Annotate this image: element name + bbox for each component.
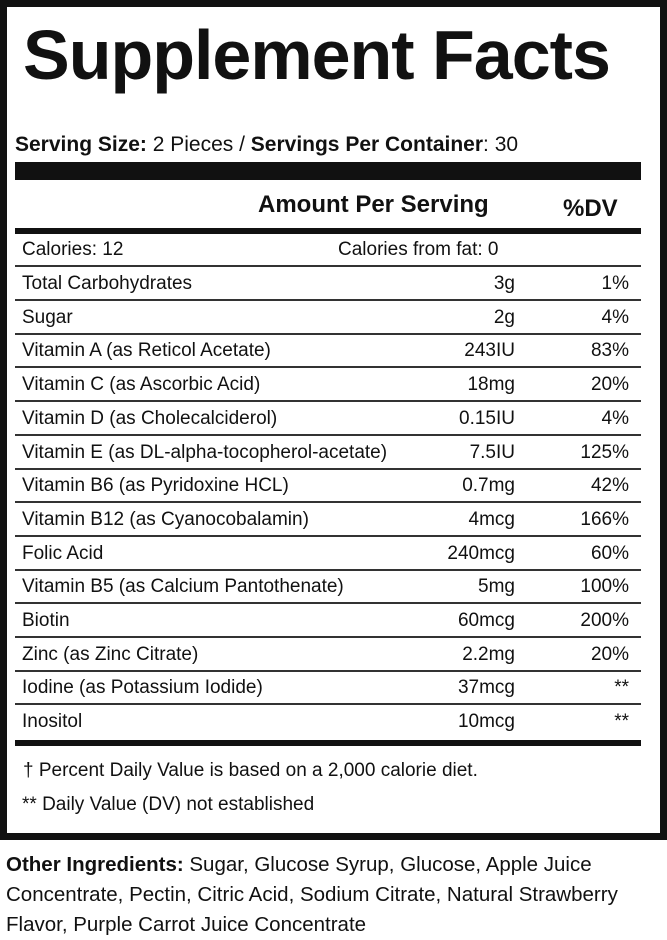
row-divider bbox=[15, 669, 641, 672]
nutrient-dv: ** bbox=[614, 677, 629, 699]
footnote-not-established: ** Daily Value (DV) not established bbox=[22, 794, 315, 815]
row-divider bbox=[15, 400, 641, 403]
nutrient-amount: 37mcg bbox=[457, 677, 515, 699]
thick-divider bbox=[15, 162, 641, 180]
nutrient-dv: 200% bbox=[580, 610, 629, 631]
nutrient-dv: 83% bbox=[590, 340, 629, 362]
nutrient-amount: 60mcg bbox=[457, 610, 515, 631]
nutrient-dv: 20% bbox=[590, 374, 629, 396]
row-divider bbox=[15, 568, 641, 571]
nutrient-name: Vitamin B12 (as Cyanocobalamin) bbox=[22, 508, 309, 530]
nutrient-amount: 0.7mg bbox=[462, 475, 515, 497]
row-divider bbox=[15, 534, 641, 537]
nutrient-name: Zinc (as Zinc Citrate) bbox=[22, 643, 199, 665]
amount-per-serving-header: Amount Per Serving bbox=[258, 191, 489, 218]
nutrient-name: Total Carbohydrates bbox=[22, 273, 193, 294]
nutrient-dv: ** bbox=[614, 711, 629, 733]
nutrient-row: Vitamin D (as Cholecalciderol) 0.15IU 4% bbox=[15, 403, 641, 436]
nutrient-dv: 42% bbox=[590, 475, 629, 497]
nutrient-amount: 4mcg bbox=[468, 508, 515, 530]
serving-size-label: Serving Size: bbox=[15, 133, 147, 156]
nutrient-row: Vitamin C (as Ascorbic Acid) 18mg 20% bbox=[15, 369, 641, 403]
calories-from-fat: Calories from fat: 0 bbox=[338, 239, 499, 260]
nutrient-row: Vitamin B5 (as Calcium Pantothenate) 5mg 1… bbox=[15, 571, 641, 605]
nutrient-name: Sugar bbox=[22, 306, 73, 328]
nutrient-dv: 100% bbox=[580, 576, 629, 598]
nutrient-dv: 20% bbox=[590, 643, 629, 665]
nutrient-name: Iodine (as Potassium Iodide) bbox=[22, 677, 263, 699]
nutrient-name: Vitamin A (as Reticol Acetate) bbox=[22, 340, 271, 362]
dv-header: %DV bbox=[563, 195, 618, 222]
footnote-daily-value: † Percent Daily Value is based on a 2,00… bbox=[23, 760, 478, 781]
row-divider bbox=[15, 366, 641, 369]
servings-per-container-value: : 30 bbox=[483, 133, 519, 156]
bottom-divider bbox=[15, 740, 641, 746]
calories-row: Calories: 12 Calories from fat: 0 bbox=[15, 234, 641, 267]
nutrient-row: Vitamin A (as Reticol Acetate) 243IU 83% bbox=[15, 335, 641, 369]
nutrient-dv: 1% bbox=[601, 273, 629, 294]
nutrient-amount: 10mcg bbox=[457, 711, 515, 733]
nutrient-row: Sugar 2g 4% bbox=[15, 302, 641, 335]
nutrient-dv: 4% bbox=[601, 306, 629, 328]
nutrient-row: Vitamin B6 (as Pyridoxine HCL) 0.7mg 42% bbox=[15, 470, 641, 504]
header-divider bbox=[15, 228, 641, 234]
nutrient-name: Biotin bbox=[22, 610, 70, 631]
serving-size-value: 2 Pieces / bbox=[146, 133, 251, 156]
nutrient-row: Vitamin B12 (as Cyanocobalamin) 4mcg 166% bbox=[15, 504, 641, 537]
nutrient-amount: 2.2mg bbox=[462, 643, 515, 665]
nutrient-amount: 240mcg bbox=[447, 542, 515, 564]
other-ingredients: Other Ingredients: Sugar, Glucose Syrup,… bbox=[6, 850, 656, 940]
nutrient-name: Vitamin C (as Ascorbic Acid) bbox=[22, 374, 261, 396]
nutrient-amount: 3g bbox=[493, 273, 515, 294]
nutrient-amount: 0.15IU bbox=[459, 407, 515, 429]
nutrient-row: Vitamin E (as DL-alpha-tocopherol-acetat… bbox=[15, 437, 641, 470]
nutrient-name: Vitamin E (as DL-alpha-tocopherol-acetat… bbox=[22, 441, 388, 463]
other-ingredients-label: Other Ingredients: bbox=[6, 853, 184, 876]
nutrient-name: Vitamin B6 (as Pyridoxine HCL) bbox=[22, 475, 289, 497]
nutrient-row: Zinc (as Zinc Citrate) 2.2mg 20% bbox=[15, 639, 641, 672]
row-divider bbox=[15, 703, 641, 706]
nutrient-row: Total Carbohydrates 3g 1% bbox=[15, 268, 641, 301]
row-divider bbox=[15, 501, 641, 504]
nutrient-amount: 18mg bbox=[467, 374, 515, 396]
nutrient-name: Inositol bbox=[22, 711, 83, 733]
nutrient-name: Vitamin B5 (as Calcium Pantothenate) bbox=[22, 576, 344, 598]
nutrient-amount: 7.5IU bbox=[469, 441, 515, 463]
nutrient-row: Biotin 60mcg 200% bbox=[15, 605, 641, 638]
nutrient-row: Folic Acid 240mcg 60% bbox=[15, 538, 641, 571]
row-divider bbox=[15, 332, 641, 335]
calories: Calories: 12 bbox=[22, 239, 124, 260]
nutrient-name: Folic Acid bbox=[22, 542, 104, 564]
nutrient-dv: 60% bbox=[590, 542, 629, 564]
serving-info: Serving Size: 2 Pieces / Servings Per Co… bbox=[15, 133, 518, 157]
row-divider bbox=[15, 602, 641, 605]
nutrient-amount: 243IU bbox=[464, 340, 515, 362]
nutrient-dv: 166% bbox=[580, 508, 629, 530]
panel-title: Supplement Facts bbox=[23, 16, 611, 94]
nutrient-amount: 5mg bbox=[478, 576, 515, 598]
row-divider bbox=[15, 636, 641, 638]
row-divider bbox=[15, 433, 641, 436]
row-divider bbox=[15, 299, 641, 301]
servings-per-container-label: Servings Per Container bbox=[250, 133, 484, 156]
nutrient-amount: 2g bbox=[493, 306, 515, 328]
row-divider bbox=[15, 265, 641, 267]
nutrient-name: Vitamin D (as Cholecalciderol) bbox=[22, 407, 278, 429]
nutrient-row: Inositol 10mcg ** bbox=[15, 706, 641, 739]
other-ingredients-text: Sugar, Glucose Syrup, Glucose, Apple Jui… bbox=[6, 853, 618, 936]
nutrient-row: Iodine (as Potassium Iodide) 37mcg ** bbox=[15, 672, 641, 706]
nutrient-dv: 125% bbox=[580, 441, 629, 463]
supplement-facts-panel: Supplement Facts Serving Size: 2 Pieces … bbox=[0, 0, 667, 840]
nutrient-dv: 4% bbox=[601, 407, 629, 429]
row-divider bbox=[15, 467, 641, 470]
